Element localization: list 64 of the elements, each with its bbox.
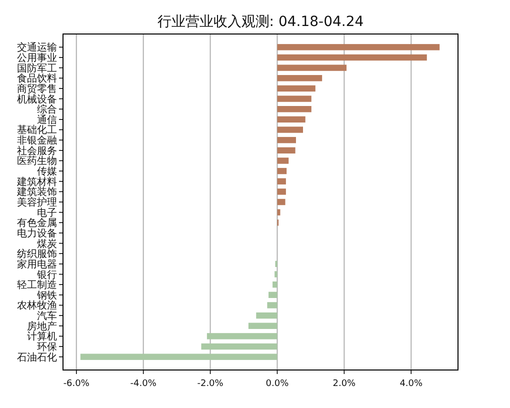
x-tick-label: -4.0% <box>130 379 157 389</box>
y-tick-label: 国防军工 <box>17 62 57 74</box>
y-tick-label: 电子 <box>37 206 57 219</box>
bar <box>277 168 287 174</box>
y-tick-label: 钢铁 <box>36 289 57 302</box>
bar <box>277 64 347 71</box>
y-tick-label: 房地产 <box>27 320 57 332</box>
y-tick-label: 石油石化 <box>17 351 57 364</box>
bar <box>267 302 278 308</box>
bar <box>277 85 316 92</box>
y-tick-label: 美容护理 <box>17 196 57 208</box>
bar <box>277 198 286 206</box>
y-tick-label: 有色金属 <box>17 217 57 230</box>
x-tick-label: -2.0% <box>197 379 224 389</box>
chart-title: 行业营业收入观测: 04.18-04.24 <box>157 14 364 30</box>
y-tick-label: 建筑材料 <box>16 176 57 188</box>
bar <box>268 292 278 298</box>
y-tick-label: 通信 <box>37 114 57 126</box>
y-tick-label: 公用事业 <box>17 52 57 64</box>
bar <box>277 106 312 112</box>
y-tick-label: 建筑装饰 <box>16 186 57 198</box>
y-tick-label: 环保 <box>37 342 57 354</box>
y-tick-label: 社会服务 <box>17 144 57 157</box>
bar <box>206 333 278 340</box>
y-tick-label: 传媒 <box>37 166 57 178</box>
y-tick-label: 基础化工 <box>17 124 57 136</box>
bar <box>277 75 322 82</box>
x-tick-label: 2.0% <box>332 379 356 389</box>
y-tick-label: 食品饮料 <box>17 72 57 85</box>
y-tick-label: 电力设备 <box>17 227 57 240</box>
bar <box>201 343 278 350</box>
bar <box>277 136 296 144</box>
bar <box>248 322 278 329</box>
bar <box>272 281 278 288</box>
bar <box>277 126 304 133</box>
bar <box>277 188 286 195</box>
bar <box>277 116 306 123</box>
bar <box>277 54 427 61</box>
y-tick-label: 计算机 <box>27 330 57 343</box>
x-tick-label: 4.0% <box>400 379 424 389</box>
y-tick-label: 商贸零售 <box>17 82 57 95</box>
y-tick-label: 交通运输 <box>17 42 57 54</box>
bar <box>256 312 278 319</box>
y-tick-label: 医药生物 <box>17 155 57 168</box>
bar <box>277 96 312 102</box>
y-tick-label: 农林牧渔 <box>17 300 57 312</box>
bar <box>80 354 278 360</box>
bar <box>274 271 278 278</box>
bar <box>277 158 289 164</box>
y-tick-label: 煤炭 <box>37 238 57 250</box>
y-tick-label: 非银金融 <box>17 134 57 147</box>
y-tick-label: 银行 <box>36 270 57 281</box>
bar <box>277 178 286 184</box>
bar <box>277 44 440 50</box>
x-tick-label: 0.0% <box>266 379 290 389</box>
bar <box>277 209 280 216</box>
y-tick-label: 综合 <box>37 104 57 116</box>
y-tick-label: 汽车 <box>37 310 57 322</box>
x-tick-label: -6.0% <box>63 379 90 389</box>
bar <box>277 147 296 154</box>
y-tick-label: 机械设备 <box>17 93 57 106</box>
y-tick-label: 纺织服饰 <box>17 248 57 260</box>
y-tick-label: 轻工制造 <box>17 279 57 292</box>
y-tick-label: 家用电器 <box>17 258 57 270</box>
